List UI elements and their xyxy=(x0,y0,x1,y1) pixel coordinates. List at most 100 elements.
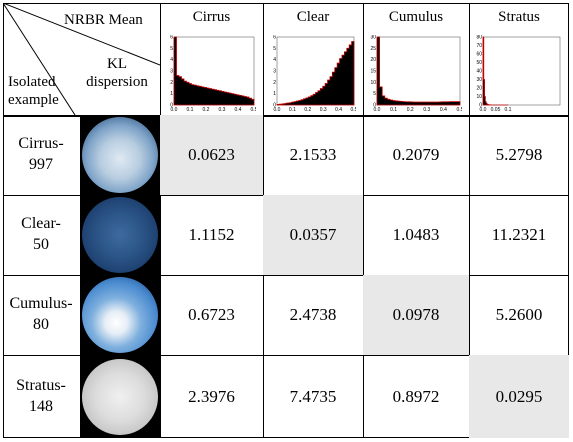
y-tick-label: 6 xyxy=(170,35,173,41)
kl-value-cell: 2.3976 xyxy=(188,386,235,406)
corner-label-isolated: Isolated xyxy=(8,74,56,90)
y-tick-label: 0 xyxy=(373,103,376,109)
y-tick-label: 0 xyxy=(479,103,482,109)
corner-label-nrbr-mean: NRBR Mean xyxy=(64,12,143,28)
y-tick-label: 70 xyxy=(476,43,482,49)
kl-value-cell: 2.4738 xyxy=(289,305,337,324)
diagonal-highlight-cell xyxy=(469,355,569,438)
kl-value-cell: 0.6723 xyxy=(188,305,235,324)
row-label-name: Stratus- xyxy=(16,376,66,394)
y-tick-label: 0 xyxy=(273,103,276,109)
y-tick-label: 40 xyxy=(476,69,482,75)
sky-fisheye-disc xyxy=(82,117,158,193)
x-tick-label: 0.3 xyxy=(423,107,430,113)
kl-value-cell: 0.2079 xyxy=(392,145,440,164)
y-tick-label: 1 xyxy=(170,91,173,97)
kl-value-cell: 11.2321 xyxy=(491,225,547,244)
diagonal-highlight-cell xyxy=(160,115,263,195)
histogram-bars xyxy=(376,36,461,106)
grid-hline xyxy=(3,355,569,356)
sky-image-stratus xyxy=(80,355,160,438)
histogram-bars xyxy=(482,36,508,106)
x-tick-label: 0.5 xyxy=(457,107,462,113)
y-tick-label: 3 xyxy=(170,69,173,75)
column-title-cirrus: Cirrus xyxy=(192,9,231,25)
kl-value-cell: 0.0623 xyxy=(188,145,235,164)
x-tick-label: 0.2 xyxy=(407,107,414,113)
diagonal-highlight-cell xyxy=(363,275,469,355)
x-tick-label: 0.2 xyxy=(304,107,311,113)
kl-value-cell: 2.1533 xyxy=(289,145,337,164)
histogram-cumulus: 0 5 10 15 20 25 30 0.0 0.1 0.2 0.3 0.4 0.5 xyxy=(370,35,462,114)
row-label-id: 80 xyxy=(33,316,49,333)
x-tick-label: 0.0 xyxy=(374,107,381,113)
y-tick-label: 0 xyxy=(170,103,173,109)
column-title-cumulus: Cumulus xyxy=(388,9,444,25)
x-tick-label: 0.4 xyxy=(235,107,242,113)
x-tick-label: 0.5 xyxy=(351,107,356,113)
y-tick-label: 60 xyxy=(476,52,482,58)
kl-value-cell: 5.2600 xyxy=(495,305,543,324)
histogram-frame xyxy=(482,36,561,106)
column-title-stratus: Stratus xyxy=(498,9,540,25)
grid-hline xyxy=(3,275,569,276)
kl-value-cell: 0.0357 xyxy=(289,225,337,244)
kl-value-cell: 1.0483 xyxy=(392,225,440,244)
row-label: Cumulus- 80 xyxy=(3,293,79,335)
sky-image-clear xyxy=(80,195,160,275)
x-tick-label: 0.4 xyxy=(440,107,447,113)
kl-value-cell: 0.8972 xyxy=(392,386,440,406)
x-tick-label: 0.4 xyxy=(335,107,342,113)
y-tick-label: 5 xyxy=(170,46,173,52)
sky-image-cirrus xyxy=(80,115,160,195)
y-tick-label: 5 xyxy=(373,91,376,97)
y-tick-label: 4 xyxy=(273,57,276,63)
row-label: Stratus- 148 xyxy=(3,375,79,417)
grid-vline xyxy=(160,3,161,438)
sky-image-cumulus xyxy=(80,275,160,355)
y-tick-label: 80 xyxy=(476,35,482,41)
corner-label-example: example xyxy=(8,92,59,108)
y-tick-label: 5 xyxy=(273,46,276,52)
grid-hline xyxy=(3,437,569,438)
kl-value-cell: 0.0978 xyxy=(392,305,440,324)
kl-value-cell: 5.2798 xyxy=(495,145,543,164)
histogram-stratus: 0 10 20 30 40 50 60 70 80 0.0 0.05 0.1 xyxy=(476,35,562,114)
y-tick-label: 2 xyxy=(170,80,173,86)
row-label: Cirrus- 997 xyxy=(3,133,79,175)
corner-label-isolated-example: Isolated example xyxy=(8,73,59,109)
diagonal-highlight-cell xyxy=(263,195,363,275)
grid-hline xyxy=(3,115,569,117)
grid-vline xyxy=(363,3,364,438)
x-tick-label: 0.1 xyxy=(390,107,397,113)
x-tick-label: 0.2 xyxy=(203,107,210,113)
y-tick-label: 2 xyxy=(273,80,276,86)
corner-label-kl-dispersion: KL dispersion xyxy=(81,55,153,91)
column-title-clear: Clear xyxy=(296,9,330,25)
histogram-bars xyxy=(173,36,255,106)
row-label: Clear- 50 xyxy=(3,213,79,255)
grid-hline xyxy=(3,3,569,4)
grid-vline xyxy=(3,3,4,438)
y-tick-label: 30 xyxy=(476,77,482,83)
corner-label-kl: KL xyxy=(107,56,127,72)
sky-fisheye-disc xyxy=(82,358,158,435)
x-tick-label: 0.5 xyxy=(251,107,256,113)
y-tick-label: 25 xyxy=(370,46,376,52)
x-tick-label: 0.0 xyxy=(480,107,487,113)
histogram-cirrus: 0 1 2 3 4 5 6 0.0 0.1 0.2 0.3 0.4 0.5 xyxy=(167,35,256,114)
x-tick-label: 0.3 xyxy=(320,107,327,113)
y-tick-label: 1 xyxy=(273,91,276,97)
x-tick-label: 0.0 xyxy=(171,107,178,113)
kl-value-cell: 1.1152 xyxy=(188,225,235,244)
histogram-clear: 0 1 2 3 4 5 6 0.0 0.1 0.2 0.3 0.4 0.5 xyxy=(270,35,356,114)
kl-dispersion-table: NRBR Mean KL dispersion Isolated example… xyxy=(3,3,569,438)
x-tick-label: 0.0 xyxy=(274,107,281,113)
row-label-name: Cirrus- xyxy=(18,135,64,152)
grid-vline xyxy=(469,3,470,438)
x-tick-label: 0.1 xyxy=(289,107,296,113)
corner-label-dispersion: dispersion xyxy=(86,74,148,90)
row-label-name: Cumulus- xyxy=(9,295,73,312)
histogram-frame xyxy=(376,36,461,106)
row-label-id: 997 xyxy=(29,156,53,173)
